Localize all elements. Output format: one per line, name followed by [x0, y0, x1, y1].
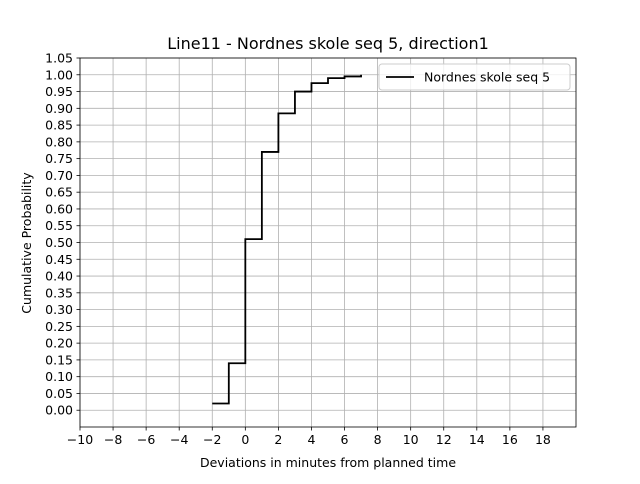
y-tick-label: 0.10 [45, 369, 73, 384]
y-tick-label: 0.05 [45, 386, 73, 401]
y-tick-label: 0.80 [45, 134, 73, 149]
y-tick-label: 0.00 [45, 403, 73, 418]
legend-box [378, 63, 571, 91]
x-axis-label: Deviations in minutes from planned time [200, 455, 456, 470]
series-line [212, 74, 362, 405]
y-tick-label: 0.55 [45, 218, 73, 233]
x-tick-label: 18 [535, 432, 551, 447]
x-tick-label: 14 [469, 432, 485, 447]
x-tick-label: −10 [67, 432, 93, 447]
x-tick-label: −4 [170, 432, 188, 447]
x-tick-label: 8 [374, 432, 382, 447]
y-tick-label: 0.60 [45, 201, 73, 216]
x-tick-label: 0 [241, 432, 249, 447]
x-tick-label: 4 [307, 432, 315, 447]
x-axis-ticks: −10 −8 −6 −4 −2 0 2 4 6 8 10 12 14 16 18 [67, 427, 551, 447]
y-tick-label: 0.95 [45, 84, 73, 99]
x-tick-label: 10 [403, 432, 419, 447]
legend: Nordnes skole seq 5 [378, 63, 571, 91]
y-axis-label: Cumulative Probability [19, 172, 34, 314]
y-axis-ticks: 0.00 0.05 0.10 0.150.20 0.25 0.30 0.350.40 0.45… [45, 51, 80, 418]
y-tick-label: 0.15 [45, 352, 73, 367]
y-tick-label: 1.05 [45, 51, 73, 66]
series-layer [212, 74, 362, 405]
x-tick-label: 12 [436, 432, 452, 447]
x-tick-label: −8 [104, 432, 122, 447]
y-tick-label: 0.45 [45, 252, 73, 267]
y-tick-label: 0.50 [45, 235, 73, 250]
y-tick-label: 0.90 [45, 101, 73, 116]
y-tick-label: 0.25 [45, 319, 73, 334]
y-tick-label: 0.85 [45, 118, 73, 133]
chart-title: Line11 - Nordnes skole seq 5, direction1 [167, 34, 489, 53]
x-tick-label: −6 [137, 432, 155, 447]
y-tick-label: 0.35 [45, 285, 73, 300]
y-tick-label: 1.00 [45, 67, 73, 82]
y-tick-label: 0.30 [45, 302, 73, 317]
x-tick-label: 2 [274, 432, 282, 447]
y-tick-label: 0.20 [45, 336, 73, 351]
legend-label: Nordnes skole seq 5 [424, 70, 550, 85]
x-tick-label: 6 [341, 432, 349, 447]
x-tick-label: 16 [502, 432, 518, 447]
y-tick-label: 0.65 [45, 185, 73, 200]
y-tick-label: 0.75 [45, 151, 73, 166]
y-tick-label: 0.40 [45, 269, 73, 284]
x-tick-label: −2 [203, 432, 221, 447]
y-tick-label: 0.70 [45, 168, 73, 183]
